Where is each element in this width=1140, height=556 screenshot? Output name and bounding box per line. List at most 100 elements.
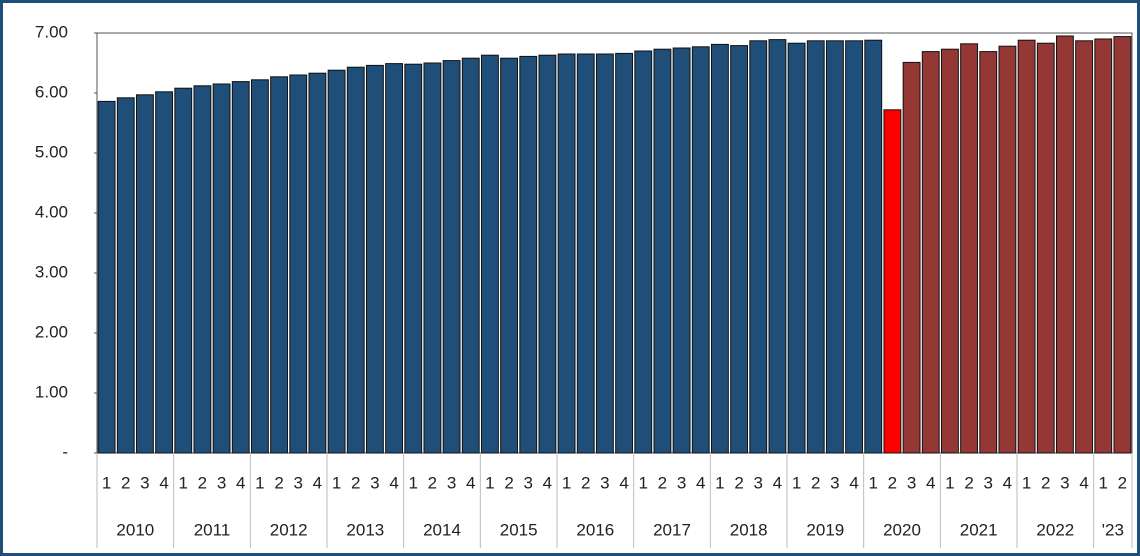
x-group-label: 2020 — [883, 520, 921, 539]
x-tick-label: 2 — [658, 473, 667, 492]
x-tick-label: 4 — [849, 473, 858, 492]
x-group-label: 2010 — [116, 520, 154, 539]
bar — [615, 52, 634, 454]
x-tick-label: 2 — [811, 473, 820, 492]
x-tick-label: 3 — [447, 473, 456, 492]
bar — [1055, 35, 1074, 454]
bar — [500, 57, 519, 454]
x-tick-label: 1 — [1022, 473, 1031, 492]
y-tick-label: 7.00 — [35, 22, 68, 41]
x-tick-label: 4 — [389, 473, 398, 492]
bar — [691, 46, 710, 454]
x-tick-label: 3 — [1060, 473, 1069, 492]
x-tick-label: 4 — [773, 473, 782, 492]
bar — [480, 54, 499, 454]
y-tick-label: - — [62, 442, 68, 461]
x-group-label: 2018 — [730, 520, 768, 539]
bar — [538, 54, 557, 454]
bar — [710, 43, 729, 454]
x-tick-label: 2 — [504, 473, 513, 492]
x-group-label: 2015 — [500, 520, 538, 539]
x-group-label: 2019 — [806, 520, 844, 539]
x-tick-label: 1 — [945, 473, 954, 492]
bar — [1094, 38, 1113, 454]
bar — [346, 66, 365, 454]
x-tick-label: 4 — [1003, 473, 1012, 492]
bar — [270, 76, 289, 454]
bar — [250, 79, 269, 454]
y-tick-label: 3.00 — [35, 262, 68, 281]
x-tick-label: 3 — [984, 473, 993, 492]
x-tick-label: 3 — [140, 473, 149, 492]
x-tick-label: 1 — [409, 473, 418, 492]
plot-area — [96, 32, 1133, 454]
x-tick-label: 4 — [236, 473, 245, 492]
x-tick-label: 2 — [1118, 473, 1127, 492]
bar — [1036, 42, 1055, 454]
bar — [212, 83, 231, 454]
bar — [1017, 39, 1036, 454]
bar — [960, 43, 979, 454]
bar — [595, 53, 614, 454]
bar — [231, 81, 250, 454]
bar — [289, 74, 308, 454]
bar — [97, 100, 116, 454]
bar — [787, 42, 806, 454]
bar — [461, 57, 480, 454]
x-group-label: 2021 — [960, 520, 998, 539]
bar — [385, 63, 404, 454]
x-tick-label: 4 — [543, 473, 552, 492]
x-tick-label: 4 — [1079, 473, 1088, 492]
x-tick-label: 1 — [869, 473, 878, 492]
x-group-label: 2022 — [1036, 520, 1074, 539]
bar — [135, 94, 154, 454]
x-tick-label: 3 — [754, 473, 763, 492]
bar — [768, 39, 787, 454]
x-tick-label: 4 — [159, 473, 168, 492]
x-group-label: 2017 — [653, 520, 691, 539]
x-tick-label: 4 — [926, 473, 935, 492]
y-tick-label: 2.00 — [35, 322, 68, 341]
bar — [576, 53, 595, 454]
bar — [730, 45, 749, 454]
x-tick-label: 1 — [1099, 473, 1108, 492]
y-tick-label: 6.00 — [35, 82, 68, 101]
x-tick-label: 2 — [198, 473, 207, 492]
x-tick-label: 1 — [485, 473, 494, 492]
y-tick-label: 1.00 — [35, 382, 68, 401]
x-tick-label: 2 — [1041, 473, 1050, 492]
x-tick-label: 1 — [102, 473, 111, 492]
x-tick-label: 4 — [466, 473, 475, 492]
x-tick-label: 2 — [428, 473, 437, 492]
bar — [308, 72, 327, 454]
x-tick-label: 2 — [274, 473, 283, 492]
bar — [864, 39, 883, 454]
bar — [998, 45, 1017, 454]
x-tick-label: 1 — [792, 473, 801, 492]
x-tick-label: 4 — [696, 473, 705, 492]
x-group-label: 2011 — [194, 520, 231, 539]
x-tick-label: 3 — [907, 473, 916, 492]
x-tick-label: 1 — [332, 473, 341, 492]
x-group-label: 2012 — [270, 520, 308, 539]
x-tick-label: 2 — [121, 473, 130, 492]
x-group-label: 2014 — [423, 520, 461, 539]
bar — [404, 63, 423, 454]
bar — [1113, 36, 1132, 454]
bar — [519, 55, 538, 454]
x-tick-label: 1 — [715, 473, 724, 492]
bar — [902, 61, 921, 454]
x-group-label: 2016 — [576, 520, 614, 539]
x-tick-label: 4 — [313, 473, 322, 492]
x-tick-label: 3 — [830, 473, 839, 492]
x-tick-label: 3 — [524, 473, 533, 492]
bar — [365, 64, 384, 454]
bar — [327, 69, 346, 454]
x-tick-label: 2 — [964, 473, 973, 492]
bar — [174, 87, 193, 454]
bar — [845, 40, 864, 454]
bar — [825, 40, 844, 454]
bar — [672, 47, 691, 454]
x-tick-label: 1 — [562, 473, 571, 492]
